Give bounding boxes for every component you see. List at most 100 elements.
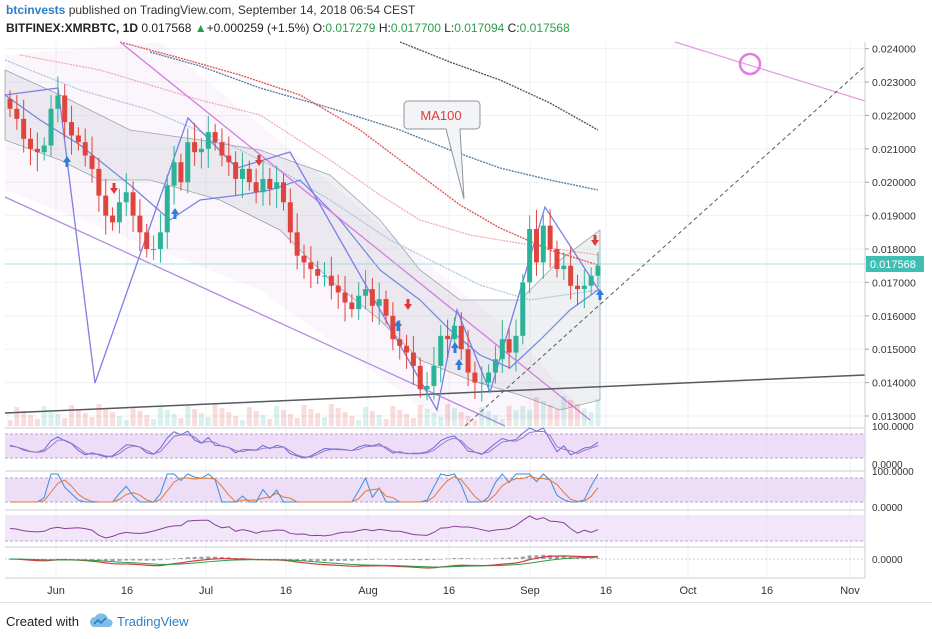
indicator-panel-1[interactable]: 100.0000 0.0000 [5, 422, 914, 471]
candlestick-series [7, 76, 601, 402]
volume-bar [465, 416, 471, 426]
chart-canvas[interactable]: MA100 0.0240000.0230000.0220000.0210000.… [0, 0, 932, 602]
volume-bar [308, 409, 314, 426]
volume-bar [479, 407, 485, 426]
volume-bar [55, 414, 61, 426]
macd-histogram-bar [377, 559, 382, 560]
last-price-tag: 0.017568 [866, 256, 924, 272]
candle [212, 123, 218, 151]
price-axis[interactable]: 0.024000 0.023000 0.022000 0.021000 0.020000… [865, 44, 916, 423]
indicator-panel-macd[interactable]: 0.0000 [5, 546, 903, 569]
time-tick-label: Jun [47, 585, 65, 597]
footer: Created with TradingView [0, 602, 932, 639]
volume-bar [445, 404, 451, 426]
volume-bar [404, 414, 410, 426]
volume-bar [547, 405, 553, 426]
volume-bar [472, 420, 478, 426]
signal-arrows [63, 155, 604, 370]
macd-histogram-bar [49, 559, 54, 560]
volume-bar [75, 409, 81, 426]
volume-bar [315, 413, 321, 426]
time-tick-label: 16 [280, 585, 292, 597]
price-tick-label: 0.023000 [872, 77, 916, 89]
time-tick-label: Sep [520, 585, 540, 597]
macd-histogram-bar [144, 559, 149, 561]
tradingview-brand-link[interactable]: TradingView [117, 614, 189, 629]
candle [554, 240, 560, 278]
candle [280, 173, 286, 211]
volume-bar [424, 409, 430, 426]
volume-bar [568, 400, 574, 426]
volume-bar [233, 416, 239, 426]
tradingview-logo-icon[interactable] [88, 611, 114, 631]
candle [178, 153, 184, 191]
macd-histogram-bar [178, 557, 183, 559]
macd-histogram-bar [438, 559, 443, 560]
bollinger-cloud [4, 69, 601, 411]
volume-bar [212, 404, 218, 426]
macd-histogram-bar [315, 559, 320, 562]
volume-bar [7, 420, 13, 426]
buy-arrow-icon [63, 156, 71, 167]
macd-histogram-bar [370, 559, 375, 560]
volume-bar [62, 418, 68, 426]
author-link[interactable]: btcinvests [6, 3, 66, 17]
candle [253, 168, 259, 204]
panel1-bottom-label: 0.0000 [872, 460, 903, 471]
macd-histogram-bar [137, 559, 142, 561]
volume-bar [492, 415, 498, 426]
candle [55, 76, 61, 123]
volume-bar [110, 412, 116, 426]
price-tick-label: 0.017000 [872, 277, 916, 289]
macd-histogram-bar [206, 556, 211, 559]
candle [28, 127, 34, 166]
candle [14, 95, 20, 130]
candle [506, 328, 512, 369]
macd-histogram-bar [288, 559, 293, 560]
stepped-line [4, 94, 599, 369]
volume-bar [151, 419, 157, 426]
volume-bar [253, 411, 259, 426]
ma100-callout: MA100 [403, 100, 481, 200]
indicator-panel-2[interactable]: 100.0000 0.0000 [5, 467, 914, 514]
zigzag-pattern [4, 87, 601, 412]
volume-bar [458, 412, 464, 426]
volume-bar [513, 410, 519, 426]
macd-histogram-bar [418, 559, 423, 561]
last-price-tag-value: 0.017568 [870, 259, 916, 271]
candle [205, 115, 211, 168]
macd-histogram-bar [411, 559, 416, 560]
price-tick-label: 0.020000 [872, 177, 916, 189]
open-label: O: [312, 21, 326, 35]
sell-arrow-icon [110, 183, 118, 194]
candle [157, 213, 163, 263]
volume-bar [540, 401, 546, 426]
indicator-panel-3[interactable] [5, 509, 865, 542]
candle [376, 282, 382, 325]
volume-bar [178, 418, 184, 426]
macd-histogram-bar [554, 555, 559, 559]
candle [144, 223, 150, 258]
candle [568, 246, 574, 300]
candle [335, 274, 341, 309]
time-axis[interactable]: Jun 16 Jul 16 Aug 16 Sep 16 Oct 16 Nov [47, 585, 860, 597]
candle [390, 302, 396, 351]
macd-histogram-bar [548, 555, 553, 559]
symbol-name[interactable]: BITFINEX:XMRBTC, 1D [6, 21, 138, 35]
candle [274, 165, 280, 208]
candle [151, 235, 157, 261]
macd-histogram-bar [165, 559, 170, 560]
macd-histogram-bar [295, 559, 300, 561]
macd-histogram-bar [466, 558, 471, 559]
candle [438, 324, 444, 383]
candle [349, 294, 355, 318]
macd-histogram-bar [589, 558, 594, 559]
volume-bar [520, 406, 526, 426]
volume-bar [157, 406, 163, 426]
candle [219, 128, 225, 167]
candle [48, 95, 54, 157]
high-value: 0.017700 [390, 21, 441, 35]
volume-bar [363, 407, 369, 426]
candle [547, 209, 553, 269]
macd-histogram-bar [83, 559, 88, 560]
